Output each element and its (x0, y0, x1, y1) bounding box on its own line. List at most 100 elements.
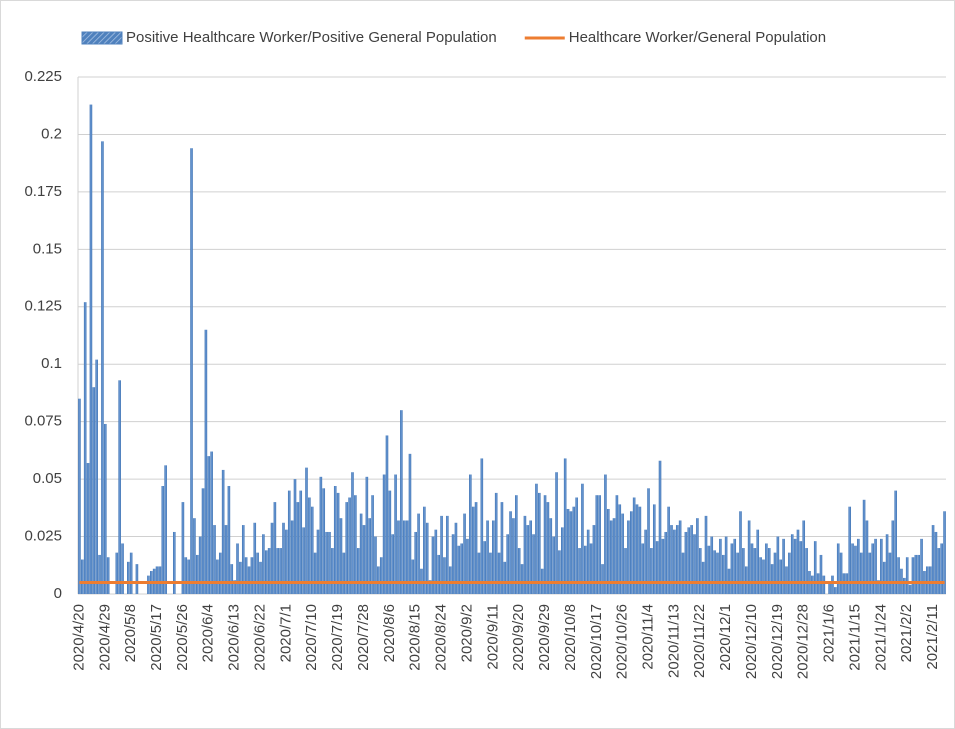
bar (339, 518, 343, 594)
x-tick-label: 2020/12/19 (769, 604, 786, 679)
bar (460, 543, 463, 594)
bar (377, 566, 380, 594)
bar (931, 525, 935, 594)
legend-label: Positive Healthcare Worker/Positive Gene… (126, 29, 497, 46)
bar (385, 435, 389, 594)
bar (500, 502, 504, 594)
bar (782, 538, 785, 594)
bar (744, 566, 748, 594)
bar (241, 525, 245, 594)
bar (374, 536, 377, 594)
y-tick-label: 0.05 (33, 470, 62, 487)
bar (756, 529, 760, 594)
bar (796, 529, 800, 594)
bar (719, 538, 722, 594)
bar (638, 506, 642, 594)
bar (397, 520, 400, 594)
bar (515, 495, 518, 594)
y-tick-label: 0.2 (41, 125, 62, 142)
bar (293, 479, 297, 594)
bar (667, 506, 670, 594)
bar (104, 423, 107, 594)
bar (172, 531, 176, 594)
bar (770, 564, 774, 594)
bar (457, 545, 461, 594)
bar (520, 564, 524, 594)
bar (425, 522, 429, 594)
x-tick-label: 2020/9/20 (510, 604, 527, 671)
bar (451, 534, 455, 594)
x-tick-label: 2020/11/22 (691, 604, 708, 678)
bar (437, 554, 441, 594)
bar (494, 492, 498, 594)
x-tick-label: 2020/4/29 (96, 604, 113, 671)
bar (477, 552, 481, 594)
bar (586, 529, 590, 594)
bar (290, 520, 294, 594)
bar (592, 525, 596, 594)
bar (558, 550, 561, 594)
bar (279, 548, 282, 594)
bar (583, 545, 587, 594)
x-tick-label: 2020/11/4 (639, 604, 656, 670)
y-tick-label: 0.175 (24, 183, 62, 200)
bar (400, 410, 403, 594)
x-tick-label: 2020/4/20 (70, 604, 87, 671)
x-tick-label: 2020/10/26 (614, 604, 631, 679)
bar (262, 534, 265, 594)
legend-swatch (81, 31, 123, 45)
bar (322, 488, 326, 594)
bar (721, 554, 725, 594)
bar (382, 474, 386, 594)
bar (776, 536, 780, 594)
bar (532, 534, 535, 594)
bar (854, 545, 857, 594)
bar (414, 531, 418, 594)
x-tick-label: 2020/8/24 (433, 604, 450, 671)
bar (443, 557, 446, 594)
bar (563, 458, 567, 594)
bar (287, 490, 291, 594)
bar (299, 490, 303, 594)
bar (684, 531, 688, 594)
bar (934, 531, 938, 594)
bar (216, 559, 219, 594)
bar (848, 506, 852, 594)
bar (394, 474, 397, 594)
bar (575, 497, 578, 594)
bar (917, 554, 920, 594)
bar (865, 520, 869, 594)
y-tick-label: 0.025 (24, 528, 62, 545)
bar (765, 543, 768, 594)
bar (210, 451, 213, 594)
bar (354, 495, 357, 594)
x-tick-label: 2020/12/28 (795, 604, 812, 679)
bar (336, 492, 340, 594)
bar (687, 527, 691, 594)
bar (230, 564, 234, 594)
bar (512, 518, 515, 594)
bar (115, 552, 119, 594)
bar (190, 148, 193, 594)
bar (747, 520, 751, 594)
bar (247, 566, 251, 594)
bar (509, 511, 512, 594)
y-tick-label: 0.125 (24, 298, 62, 315)
bar (431, 536, 435, 594)
bar (627, 520, 630, 594)
bar (624, 548, 627, 594)
bar (181, 502, 185, 594)
x-tick-label: 2020/12/1 (717, 604, 734, 671)
bar (259, 561, 262, 594)
legend-label: Healthcare Worker/General Population (569, 29, 826, 46)
y-tick-label: 0.1 (41, 355, 62, 372)
bar (693, 534, 696, 594)
bar (773, 552, 777, 594)
bar (351, 472, 354, 594)
bar (147, 575, 150, 594)
bar (802, 520, 806, 594)
x-tick-label: 2020/8/15 (407, 604, 424, 671)
bar (767, 548, 771, 594)
bar (325, 531, 328, 594)
bar (89, 104, 93, 594)
